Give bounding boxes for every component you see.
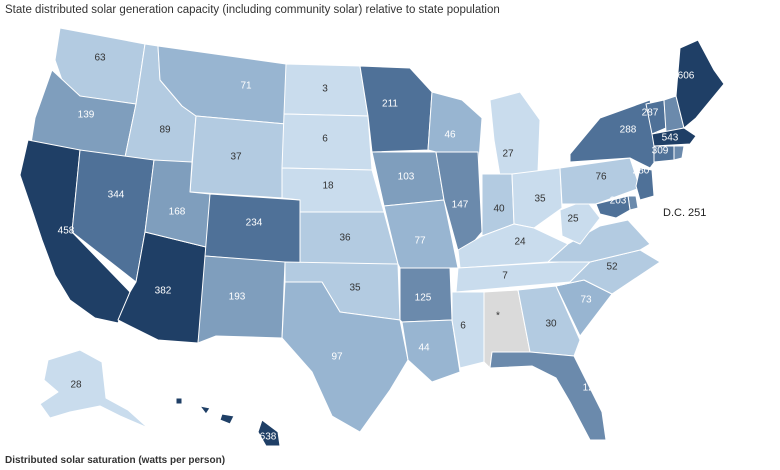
state-hi[interactable]	[257, 419, 281, 447]
state-me[interactable]	[675, 39, 725, 129]
label-wy: 37	[230, 152, 242, 163]
label-mi: 27	[502, 149, 514, 160]
label-tx: 97	[331, 352, 343, 363]
label-mn: 211	[382, 99, 398, 110]
label-pa: 76	[595, 172, 607, 183]
legend-title: Distributed solar saturation (watts per …	[5, 455, 226, 466]
label-ma: 543	[662, 133, 679, 144]
label-ut: 168	[169, 207, 186, 218]
state-ga[interactable]	[517, 285, 581, 357]
label-mt: 71	[240, 81, 252, 92]
state-nj[interactable]	[635, 167, 655, 201]
label-nm: 193	[229, 292, 246, 303]
label-md: 203	[610, 196, 627, 207]
label-mo: 77	[414, 236, 426, 247]
label-ia: 103	[398, 172, 415, 183]
label-in: 40	[493, 204, 505, 215]
label-sd: 6	[322, 134, 328, 145]
state-ma[interactable]	[651, 127, 697, 147]
label-nc: 52	[606, 262, 618, 273]
label-il: 147	[452, 200, 469, 211]
state-md[interactable]	[595, 195, 631, 219]
label-or: 139	[78, 110, 95, 121]
label-co: 234	[246, 218, 263, 229]
label-ms: 6	[460, 321, 466, 332]
state-mi[interactable]	[489, 91, 541, 177]
label-la: 44	[418, 343, 430, 354]
state-tx[interactable]	[281, 281, 409, 433]
label-wv: 25	[567, 214, 579, 225]
state-ak[interactable]	[39, 349, 149, 429]
state-ri[interactable]	[673, 145, 685, 161]
label-wi: 46	[444, 130, 456, 141]
state-oh[interactable]	[511, 167, 563, 229]
state-pa[interactable]	[559, 157, 641, 205]
label-fl: 120	[583, 383, 600, 394]
dc-value-label: D.C. 251	[663, 207, 707, 219]
label-nj: 280	[633, 166, 650, 177]
label-tn: 7	[502, 271, 508, 282]
label-id: 89	[159, 125, 171, 136]
label-ak: 28	[70, 380, 82, 391]
state-la[interactable]	[401, 319, 461, 383]
label-ky: 24	[514, 237, 526, 248]
label-az: 382	[155, 286, 172, 297]
label-ca: 458	[58, 226, 75, 237]
label-ks: 36	[339, 233, 351, 244]
label-al: *	[496, 311, 500, 322]
label-ga: 30	[545, 319, 557, 330]
label-wa: 63	[94, 53, 106, 64]
label-ok: 35	[349, 283, 361, 294]
label-me: 606	[678, 71, 695, 82]
state-co[interactable]	[204, 193, 301, 265]
label-ny: 288	[620, 125, 637, 136]
label-sc: 73	[580, 295, 592, 306]
state-nm[interactable]	[197, 255, 286, 344]
label-ct: 309	[652, 146, 669, 157]
label-hi: 638	[260, 432, 277, 443]
map-title: State distributed solar generation capac…	[5, 4, 500, 16]
label-nd: 3	[322, 84, 328, 95]
state-fl[interactable]	[489, 351, 607, 441]
label-nv: 344	[108, 190, 125, 201]
label-ne: 18	[322, 181, 334, 192]
label-ar: 125	[415, 293, 432, 304]
state-ms[interactable]	[451, 291, 485, 369]
label-vt: 287	[642, 108, 659, 119]
label-oh: 35	[534, 194, 546, 205]
state-hi-islands	[175, 397, 235, 425]
